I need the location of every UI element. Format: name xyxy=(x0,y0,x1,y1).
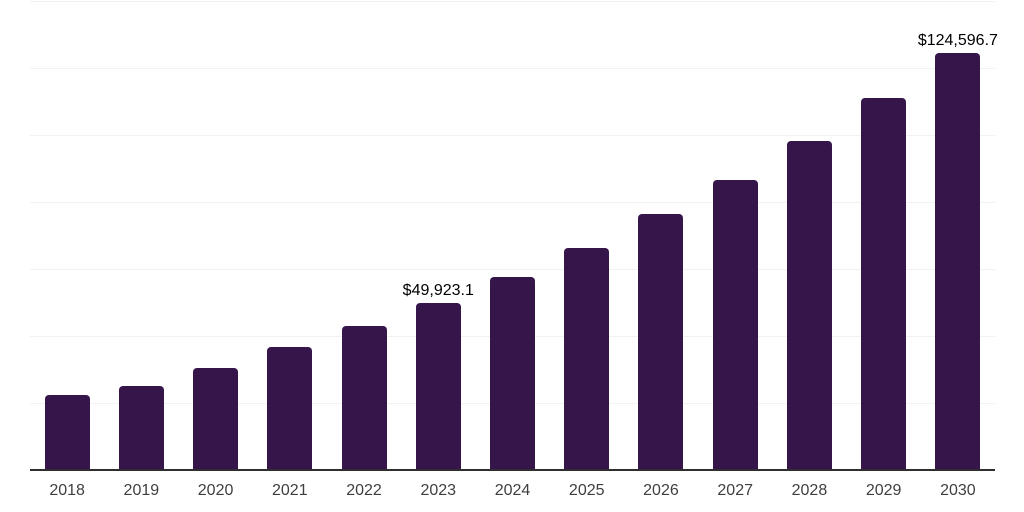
bar-2024[interactable] xyxy=(490,277,535,470)
bar-2019[interactable] xyxy=(118,385,164,470)
x-axis-label-2030: 2030 xyxy=(940,482,976,499)
bar-2029[interactable] xyxy=(861,97,907,470)
gridline-100000 xyxy=(30,135,995,136)
x-axis-label-2020: 2020 xyxy=(197,482,234,499)
x-axis-label-2026: 2026 xyxy=(643,482,679,499)
x-axis-label-2022: 2022 xyxy=(346,482,382,499)
bar-2028[interactable] xyxy=(786,141,832,470)
data-label-2023: $49,923.1 xyxy=(402,281,474,299)
x-axis-label-2029: 2029 xyxy=(865,482,902,499)
x-axis-label-2018: 2018 xyxy=(49,482,85,499)
x-axis-label-2028: 2028 xyxy=(791,482,828,499)
gridline-120000 xyxy=(30,68,995,69)
x-axis-label-2021: 2021 xyxy=(272,482,308,499)
bar-2022[interactable] xyxy=(341,325,387,470)
x-axis-label-2023: 2023 xyxy=(420,482,457,499)
bar-2018[interactable] xyxy=(44,394,90,470)
gridline-140000 xyxy=(30,1,995,2)
x-axis-label-2019: 2019 xyxy=(123,482,160,499)
data-label-2030: $124,596.7 xyxy=(917,31,998,49)
bar-2020[interactable] xyxy=(193,368,239,470)
bar-2023[interactable] xyxy=(415,302,461,470)
x-axis-label-2025: 2025 xyxy=(568,482,605,499)
x-axis-label-2024: 2024 xyxy=(494,482,531,499)
bar-2027[interactable] xyxy=(712,179,758,470)
gridline-80000 xyxy=(30,202,995,203)
x-axis-line xyxy=(30,469,995,471)
bar-2030[interactable] xyxy=(935,52,981,470)
bar-2021[interactable] xyxy=(267,347,313,470)
gridline-60000 xyxy=(30,269,995,270)
bar-2026[interactable] xyxy=(638,214,684,470)
x-axis-label-2027: 2027 xyxy=(717,482,753,499)
bar-2025[interactable] xyxy=(564,247,610,470)
